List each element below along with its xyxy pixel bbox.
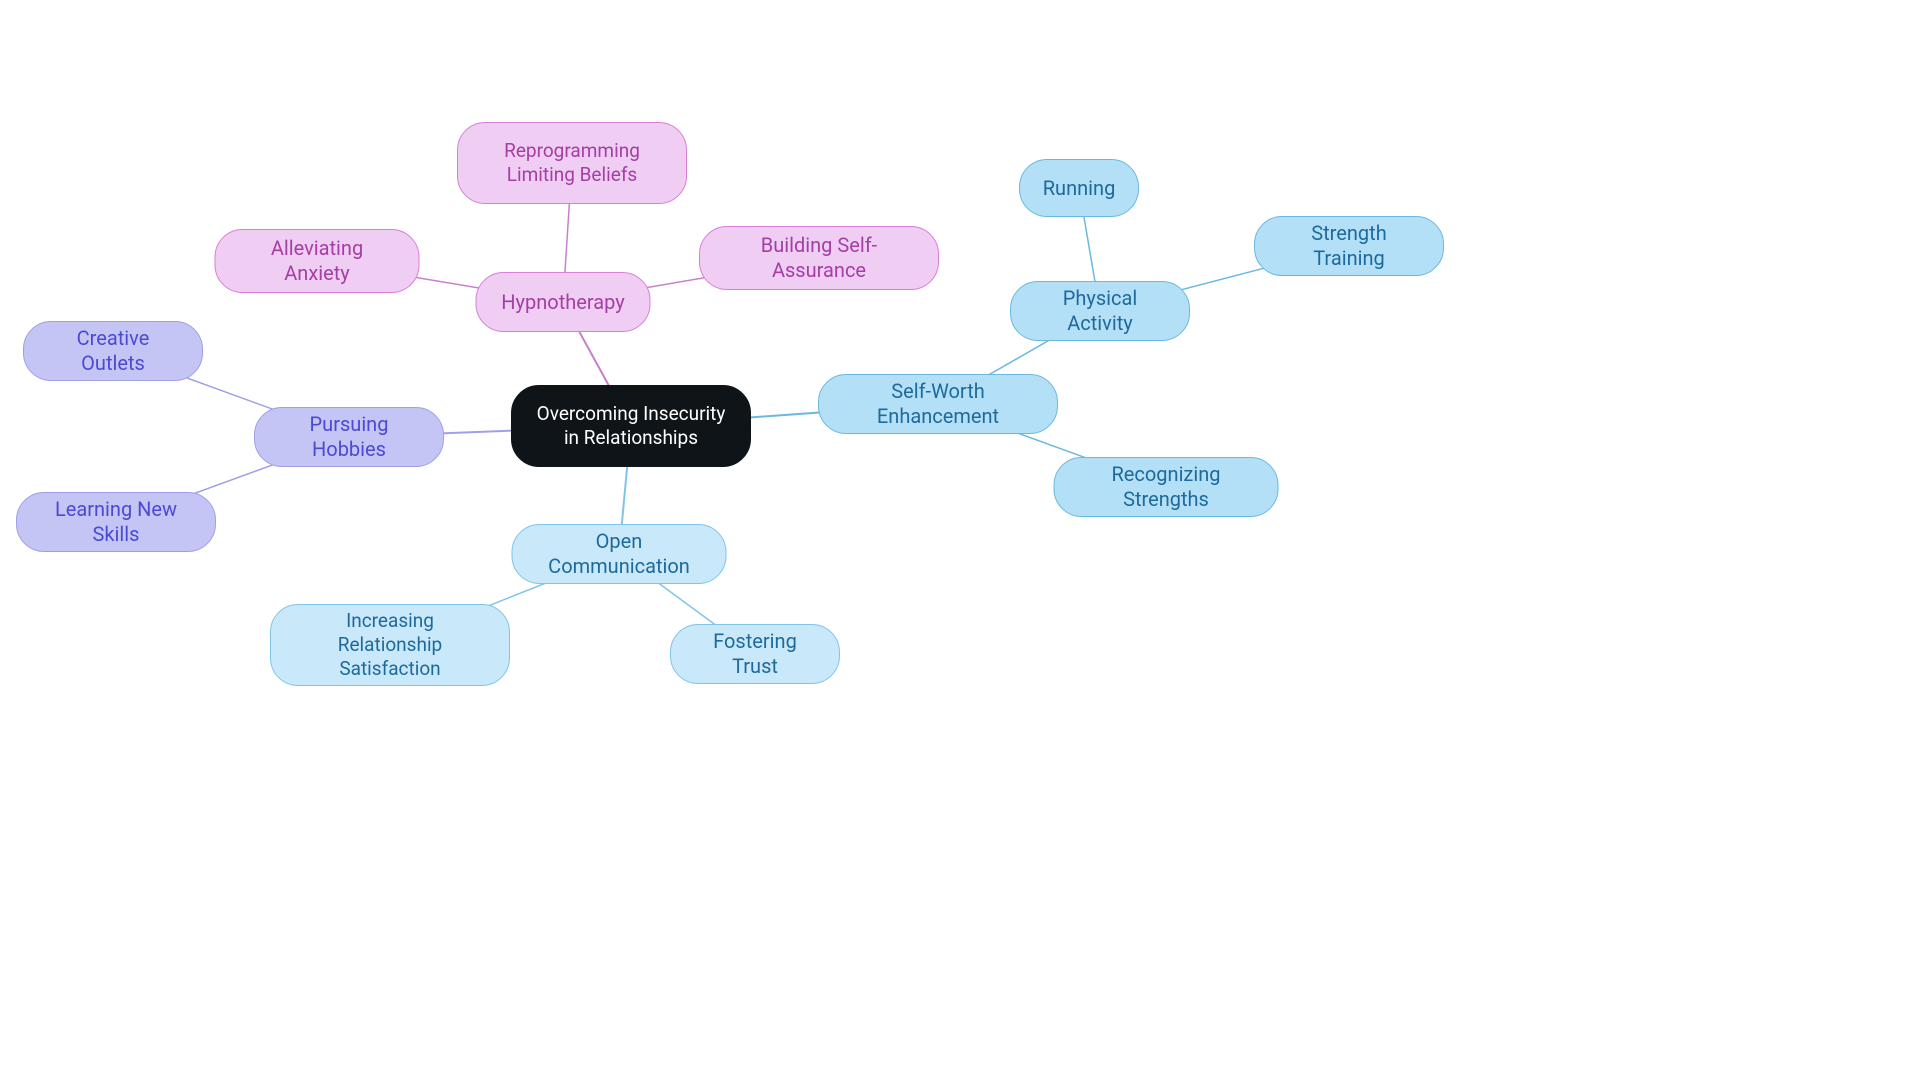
node-fostering[interactable]: Fostering Trust (670, 624, 840, 684)
node-reprogramming[interactable]: Reprogramming Limiting Beliefs (457, 122, 687, 204)
node-creative[interactable]: Creative Outlets (23, 321, 203, 381)
node-pursuing[interactable]: Pursuing Hobbies (254, 407, 444, 467)
node-hypnotherapy[interactable]: Hypnotherapy (476, 272, 651, 332)
node-increasing[interactable]: Increasing Relationship Satisfaction (270, 604, 510, 686)
center-node[interactable]: Overcoming Insecurity in Relationships (511, 385, 751, 467)
edges-layer (0, 0, 1920, 1083)
node-recognizing[interactable]: Recognizing Strengths (1054, 457, 1279, 517)
node-building[interactable]: Building Self-Assurance (699, 226, 939, 290)
node-learning[interactable]: Learning New Skills (16, 492, 216, 552)
node-physical[interactable]: Physical Activity (1010, 281, 1190, 341)
node-selfworth[interactable]: Self-Worth Enhancement (818, 374, 1058, 434)
node-running[interactable]: Running (1019, 159, 1139, 217)
node-strength[interactable]: Strength Training (1254, 216, 1444, 276)
node-alleviating[interactable]: Alleviating Anxiety (215, 229, 420, 293)
node-open[interactable]: Open Communication (512, 524, 727, 584)
